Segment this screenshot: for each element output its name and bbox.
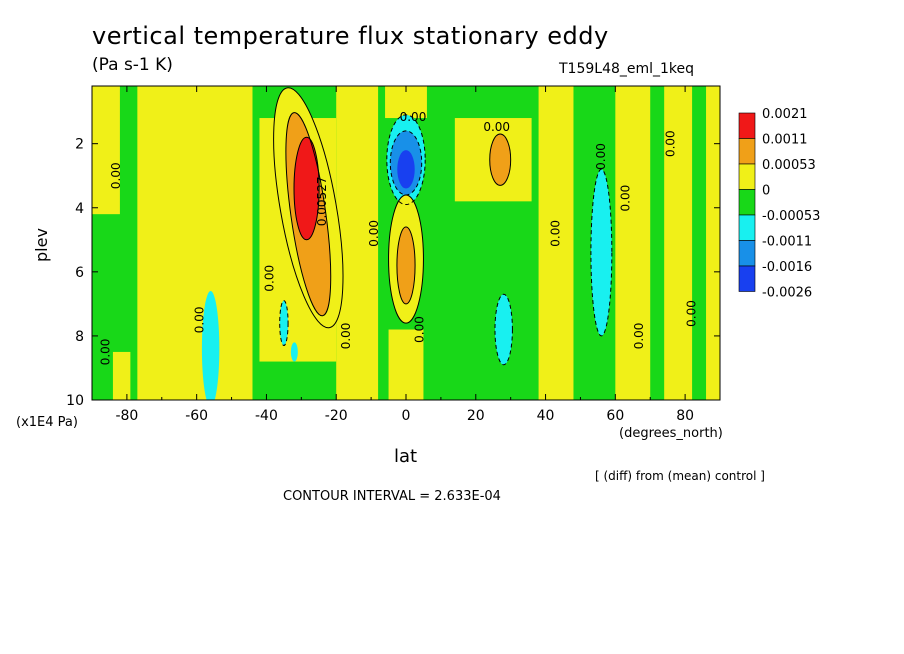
contour-label: 0.00	[98, 339, 112, 366]
band-positive	[538, 86, 574, 400]
colorbar-swatch	[738, 189, 756, 216]
x-axis-unit: (degrees_north)	[619, 426, 723, 441]
colorbar-label: -0.0011	[762, 235, 812, 250]
band-negative	[201, 291, 220, 400]
contour-label: 0.00	[412, 316, 426, 343]
contour-line-negative	[279, 300, 289, 347]
colorbar-swatch	[738, 214, 756, 241]
x-axis-label: lat	[394, 446, 418, 467]
x-tick-label: -20	[325, 408, 348, 424]
band-negative	[290, 342, 298, 362]
contour-label: 0.00	[618, 185, 632, 212]
band-positive	[664, 86, 693, 400]
band-positive	[92, 86, 120, 215]
contour-label: 0.00	[594, 143, 608, 170]
y-tick-label: 6	[75, 265, 84, 281]
contour-interval: CONTOUR INTERVAL = 2.633E-04	[283, 489, 501, 504]
contour-label: 0.00	[664, 130, 678, 157]
colorbar-label: 0.0021	[762, 107, 808, 122]
y-axis-unit: (x1E4 Pa)	[16, 415, 78, 430]
contour-line-negative	[494, 293, 513, 366]
band-positive	[112, 351, 131, 400]
contour-label: 0.00	[339, 323, 353, 350]
contour-line-negative	[389, 130, 423, 196]
difference-note: [ (diff) from (mean) control ]	[595, 469, 765, 483]
contour-line-positive	[396, 226, 416, 305]
contour-bands	[92, 86, 720, 400]
x-tick-label: 40	[537, 408, 555, 424]
band-positive	[706, 86, 720, 400]
contour-label: 0.00	[632, 323, 646, 350]
band-positive	[137, 86, 253, 400]
colorbar-label: 0	[762, 184, 770, 199]
chart-title: vertical temperature flux stationary edd…	[92, 22, 609, 50]
y-tick-label: 8	[75, 329, 84, 345]
band-negative	[279, 300, 289, 346]
x-tick-label: -80	[115, 408, 138, 424]
colorbar-swatch	[738, 163, 756, 190]
y-tick-label: 10	[66, 393, 84, 409]
y-tick-label: 4	[75, 201, 84, 217]
band-negative	[494, 294, 513, 365]
contour-label: 0.00527	[315, 177, 329, 227]
contour-line-positive	[285, 112, 332, 317]
colorbar-swatch	[738, 265, 756, 292]
colorbar-label: -0.00053	[762, 209, 820, 224]
contour-labels: 0.00 0.00 0.00 0.00 0.00 0.00 0.00 0.00 0.00 0.00…	[98, 110, 698, 365]
x-tick-label: 80	[676, 408, 694, 424]
x-tick-label: 20	[467, 408, 485, 424]
contour-label: 0.00	[367, 220, 381, 247]
plot-area: 0.00 0.00 0.00 0.00 0.00 0.00 0.00 0.00 0.00 0.00…	[92, 86, 720, 400]
band-negative	[590, 169, 612, 336]
colorbar-label: 0.00053	[762, 158, 816, 173]
contour-line-negative	[590, 168, 613, 337]
y-axis: 2 4 6 8 10	[66, 137, 720, 409]
colorbar: 0.0021 0.0011 0.00053 0 -0.00053 -0.0011 -0.00…	[738, 107, 820, 301]
contour-label: 0.00	[262, 265, 276, 292]
contour-lines	[273, 87, 613, 366]
contour-label: 0.00	[400, 110, 427, 124]
x-tick-label: 60	[606, 408, 624, 424]
x-tick-label: 0	[402, 408, 411, 424]
colorbar-swatch	[738, 240, 756, 267]
chart-units: (Pa s-1 K)	[92, 55, 173, 75]
colorbar-label: -0.0026	[762, 286, 812, 301]
colorbar-swatch	[738, 138, 756, 165]
band-positive	[615, 86, 651, 400]
band-positive	[388, 329, 424, 400]
y-tick-label: 2	[75, 137, 84, 153]
run-identifier: T159L48_eml_1keq	[559, 61, 695, 77]
x-tick-label: -60	[185, 408, 208, 424]
band-positive	[489, 134, 511, 186]
x-axis: -80 -60 -40 -20 0 20 40 60 80	[91, 86, 721, 424]
colorbar-swatch	[738, 112, 756, 139]
band-positive	[336, 86, 379, 400]
band-minimum	[397, 150, 415, 189]
contour-label: 0.00	[483, 120, 510, 134]
contour-label: 0.00	[685, 300, 699, 327]
contour-line-positive	[293, 136, 320, 241]
contour-label: 0.00	[193, 307, 207, 334]
band-maximum	[294, 137, 320, 240]
contour-label: 0.00	[549, 220, 563, 247]
colorbar-label: -0.0016	[762, 260, 812, 275]
contour-line-positive	[273, 87, 344, 329]
contour-label: 0.00	[109, 162, 123, 189]
x-tick-label: -40	[255, 408, 278, 424]
contour-line-positive	[489, 133, 512, 186]
contour-line-negative	[386, 114, 426, 206]
band-positive	[396, 226, 416, 304]
colorbar-label: 0.0011	[762, 133, 808, 148]
y-axis-label: plev	[32, 228, 51, 262]
